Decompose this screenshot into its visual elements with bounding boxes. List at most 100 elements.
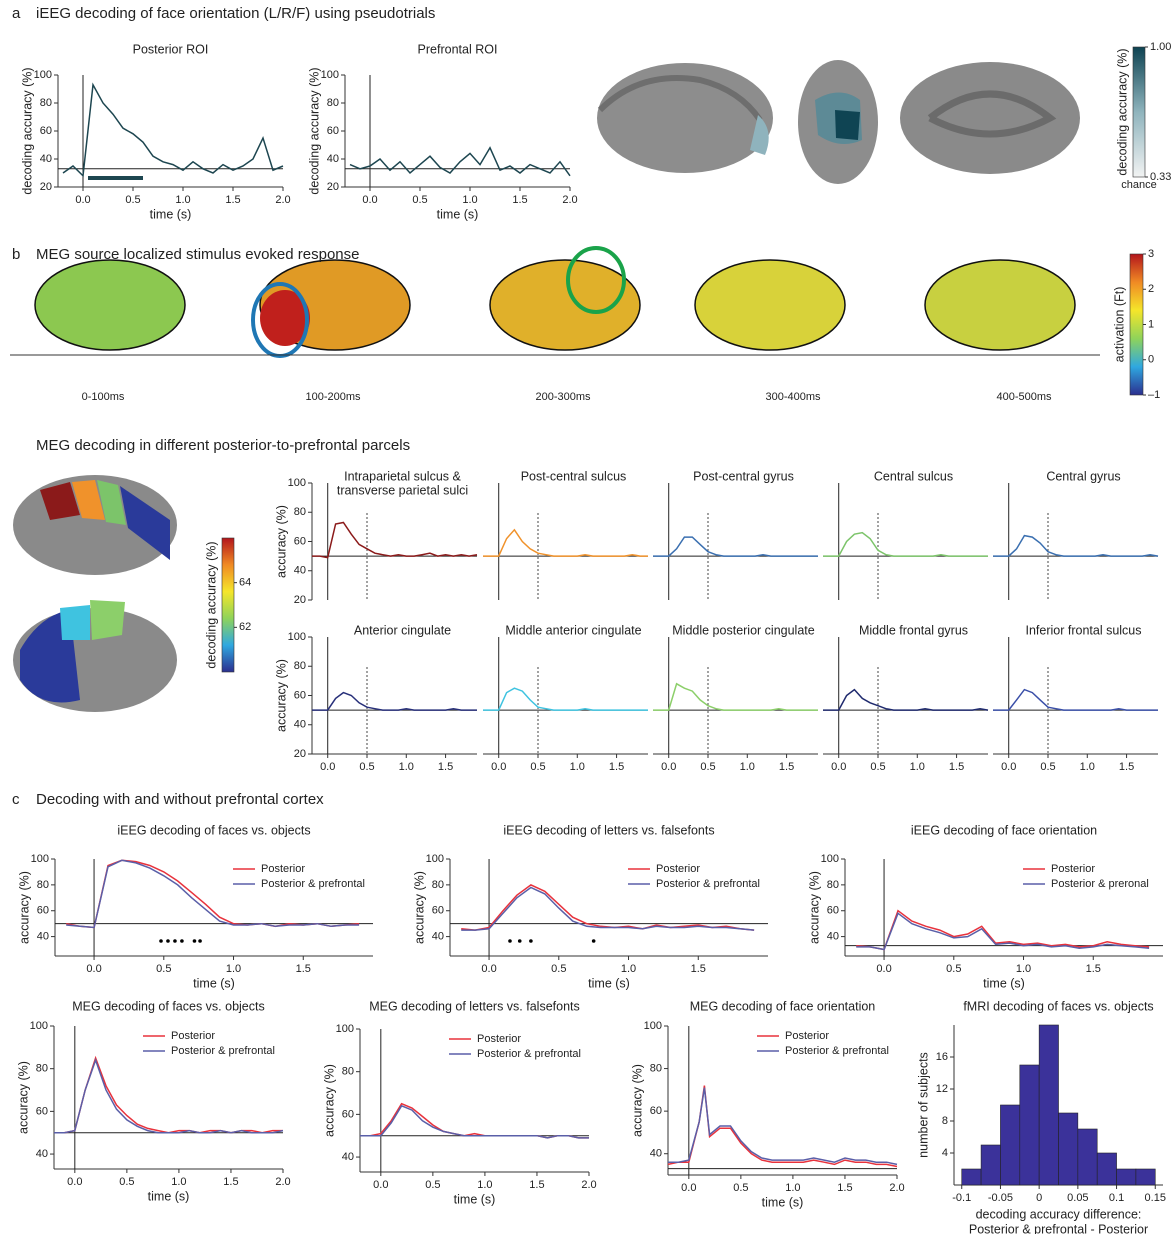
x-tick-label: 1.0 bbox=[910, 761, 925, 773]
brain-images-parcels bbox=[13, 475, 177, 712]
x-tick-label: 1.5 bbox=[779, 761, 794, 773]
x-tick-label: 1.0 bbox=[171, 1176, 186, 1188]
chart-title: Middle posterior cingulate bbox=[672, 623, 814, 637]
chart-title: iEEG decoding of faces vs. objects bbox=[117, 823, 310, 837]
x-tick-label: 0.5 bbox=[551, 963, 566, 975]
y-tick-label: 40 bbox=[40, 153, 52, 165]
chart-title: iEEG decoding of letters vs. falsefonts bbox=[503, 823, 714, 837]
bar bbox=[1000, 1104, 1021, 1186]
colorbar-annotation: chance bbox=[1121, 179, 1156, 191]
y-tick-label: 100 bbox=[426, 853, 444, 865]
y-tick-label: 100 bbox=[288, 631, 306, 643]
x-tick-label: 0.5 bbox=[119, 1176, 134, 1188]
y-tick-label: 80 bbox=[432, 879, 444, 891]
y-tick-label: 80 bbox=[36, 1063, 48, 1075]
colorbar-label: decoding accuracy (%) bbox=[204, 541, 218, 668]
x-axis-label: Posterior & prefrontal - Posterior bbox=[969, 1222, 1148, 1234]
x-tick-label: 0.5 bbox=[425, 1179, 440, 1191]
y-tick-label: 100 bbox=[336, 1023, 354, 1035]
x-tick-label: 0.0 bbox=[86, 963, 101, 975]
panel-letter: a bbox=[12, 5, 21, 22]
y-tick-label: 40 bbox=[36, 1148, 48, 1160]
y-tick-label: 100 bbox=[821, 853, 839, 865]
chart-title: MEG decoding of letters vs. falsefonts bbox=[369, 999, 580, 1013]
x-tick-label: 1.5 bbox=[438, 761, 453, 773]
x-axis-label: time (s) bbox=[148, 1189, 190, 1203]
panel-title: MEG decoding in different posterior-to-p… bbox=[36, 437, 410, 454]
x-tick-label: 0.0 bbox=[320, 761, 335, 773]
significance-dot bbox=[517, 939, 522, 943]
x-tick-label: 1.0 bbox=[226, 963, 241, 975]
legend-label: Posterior & prefrontal bbox=[785, 1045, 889, 1057]
x-tick-label: 0.0 bbox=[362, 194, 377, 206]
chart-title: Post-central sulcus bbox=[521, 469, 627, 483]
significance-dot bbox=[508, 939, 512, 943]
x-tick-label: 0.0 bbox=[373, 1179, 388, 1191]
bar bbox=[1019, 1064, 1040, 1186]
x-axis-label: time (s) bbox=[150, 207, 192, 221]
y-tick-label: 12 bbox=[936, 1083, 948, 1095]
y-tick-label: 40 bbox=[432, 931, 444, 943]
legend-label: Posterior & prefrontal bbox=[656, 878, 760, 890]
x-tick-label: 1.0 bbox=[1080, 761, 1095, 773]
x-tick-label: 0.5 bbox=[1040, 761, 1055, 773]
y-tick-label: 40 bbox=[294, 565, 306, 577]
bar bbox=[1077, 1128, 1098, 1186]
x-tick-label: 0.0 bbox=[491, 761, 506, 773]
x-tick-label: 1.5 bbox=[1119, 761, 1134, 773]
colorbar bbox=[221, 537, 235, 673]
x-tick-label: -0.05 bbox=[988, 1192, 1013, 1204]
time-window-label: 100-200ms bbox=[305, 391, 361, 403]
data-line bbox=[360, 1104, 589, 1139]
y-tick-label: 40 bbox=[827, 931, 839, 943]
y-axis-label: accuracy (%) bbox=[17, 871, 31, 944]
colorbar-tick-label: 3 bbox=[1148, 248, 1154, 260]
y-tick-label: 40 bbox=[37, 931, 49, 943]
chart-title: Prefrontal ROI bbox=[418, 42, 498, 56]
data-line bbox=[856, 912, 1150, 951]
bar bbox=[1135, 1168, 1156, 1186]
x-axis-label: decoding accuracy difference: bbox=[976, 1207, 1142, 1221]
time-window-label: 400-500ms bbox=[996, 391, 1052, 403]
y-tick-label: 60 bbox=[36, 1105, 48, 1117]
data-line bbox=[823, 688, 989, 711]
chart-title: Inferior frontal sulcus bbox=[1025, 623, 1141, 637]
x-tick-label: 1.0 bbox=[1016, 963, 1031, 975]
y-tick-label: 40 bbox=[342, 1151, 354, 1163]
x-tick-label: 2.0 bbox=[275, 194, 290, 206]
chart-title: Anterior cingulate bbox=[354, 623, 451, 637]
y-tick-label: 40 bbox=[327, 153, 339, 165]
y-tick-label: 100 bbox=[31, 853, 49, 865]
x-tick-label: 1.0 bbox=[462, 194, 477, 206]
x-tick-label: 0.0 bbox=[831, 761, 846, 773]
colorbar-tick-label: 1 bbox=[1148, 318, 1154, 330]
x-tick-label: 1.5 bbox=[837, 1182, 852, 1194]
y-tick-label: 100 bbox=[288, 477, 306, 489]
y-axis-label: accuracy (%) bbox=[16, 1061, 30, 1134]
chart-title: MEG decoding of faces vs. objects bbox=[72, 999, 264, 1013]
x-tick-label: 0.0 bbox=[876, 963, 891, 975]
y-tick-label: 80 bbox=[650, 1062, 662, 1074]
x-tick-label: 1.5 bbox=[223, 1176, 238, 1188]
colorbar-tick-label: –1 bbox=[1148, 389, 1160, 401]
data-line bbox=[653, 682, 818, 711]
data-line bbox=[54, 1055, 283, 1134]
x-tick-label: 0.0 bbox=[75, 194, 90, 206]
data-line bbox=[62, 82, 284, 178]
y-tick-label: 80 bbox=[342, 1066, 354, 1078]
y-tick-label: 16 bbox=[936, 1051, 948, 1063]
y-axis-label: accuracy (%) bbox=[322, 1064, 336, 1137]
panel-title: Decoding with and without prefrontal cor… bbox=[36, 791, 324, 808]
data-line bbox=[653, 536, 818, 557]
data-line bbox=[823, 531, 988, 557]
bar bbox=[1038, 1024, 1059, 1186]
y-tick-label: 20 bbox=[294, 748, 306, 760]
time-window-label: 0-100ms bbox=[82, 391, 125, 403]
legend-label: Posterior bbox=[1051, 863, 1095, 875]
significance-dot bbox=[198, 939, 202, 943]
chart-title: Central sulcus bbox=[874, 469, 953, 483]
y-tick-label: 80 bbox=[827, 879, 839, 891]
chart-title: Central gyrus bbox=[1046, 469, 1120, 483]
x-axis-label: time (s) bbox=[437, 207, 479, 221]
